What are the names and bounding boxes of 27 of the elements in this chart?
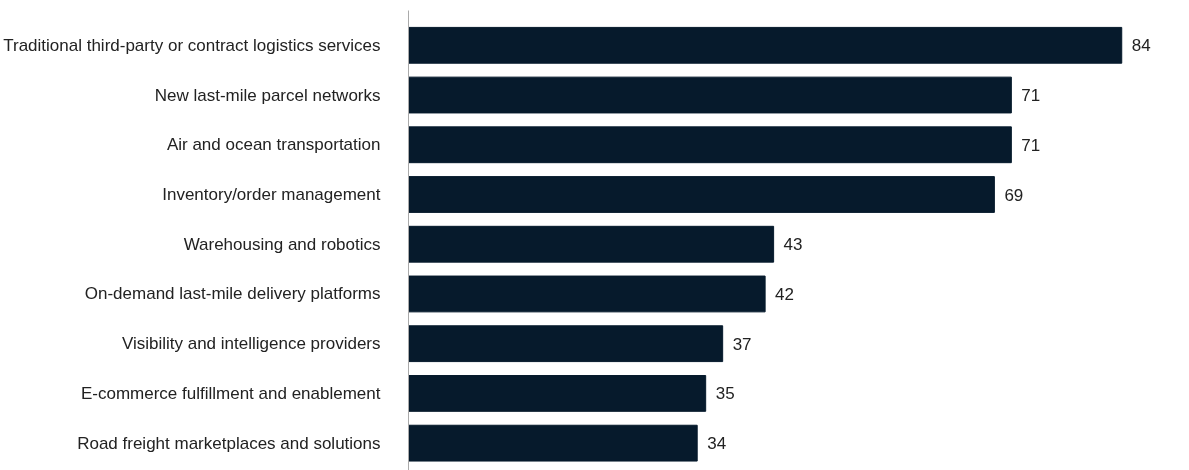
data-label: 71 [1021,86,1041,106]
data-label: 35 [715,384,735,404]
data-label: 42 [775,284,795,304]
y-tick-label: Road freight marketplaces and solutions [77,433,381,453]
y-tick-label: E-commerce fulfillment and enablement [80,383,381,403]
bar [408,325,724,363]
data-label: 37 [732,334,752,354]
bar [408,225,775,263]
y-tick-label: Warehousing and robotics [183,234,381,254]
data-label: 43 [783,235,803,255]
data-label: 34 [707,434,727,454]
bar [408,375,707,412]
data-label: 69 [1004,185,1024,205]
y-tick-label: Visibility and intelligence providers [121,334,381,354]
data-label: 84 [1131,36,1151,56]
y-tick-label: Inventory/order management [162,185,381,204]
bar [408,424,698,462]
bar [408,76,1012,114]
bar [408,126,1012,164]
bar [408,275,766,313]
bar [408,176,995,213]
y-tick-label: On-demand last-mile delivery platforms [84,284,381,304]
y-tick-label: New last-mile parcel networks [154,85,381,105]
bar [408,26,1123,64]
y-tick-label: Air and ocean transportation [166,135,381,155]
y-tick-label: Traditional third-party or contract logistics services [3,35,381,55]
data-label: 71 [1021,135,1041,155]
